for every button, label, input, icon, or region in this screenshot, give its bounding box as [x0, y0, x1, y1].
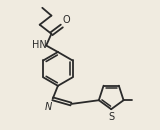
- Text: S: S: [108, 112, 114, 122]
- Text: N: N: [45, 102, 52, 112]
- Text: O: O: [62, 15, 70, 25]
- Text: HN: HN: [32, 40, 46, 50]
